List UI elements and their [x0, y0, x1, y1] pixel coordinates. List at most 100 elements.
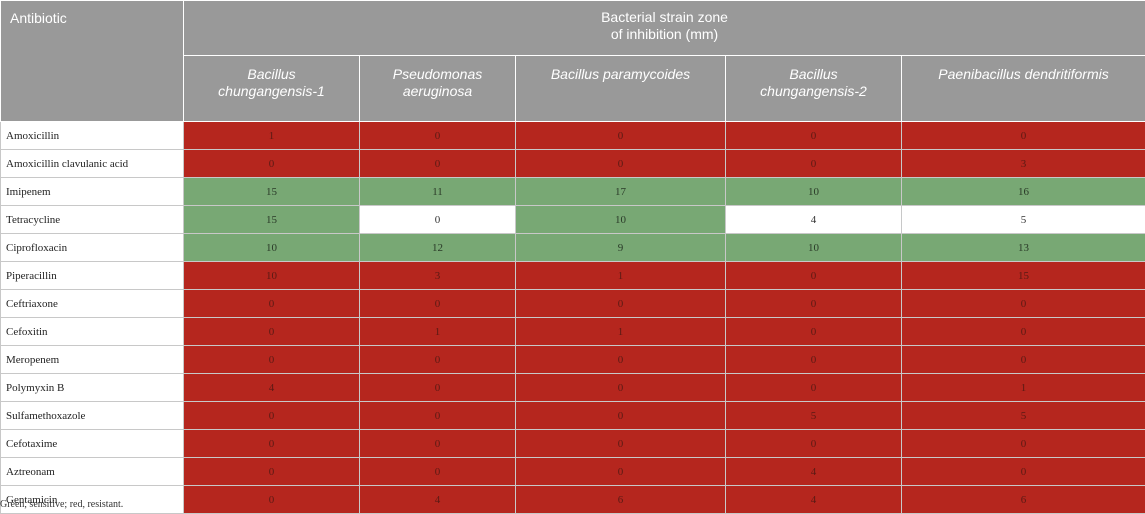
antibiotic-name: Ceftriaxone [1, 290, 184, 318]
zone-value-cell: 0 [184, 430, 360, 458]
zone-value-cell: 3 [902, 150, 1145, 178]
zone-value-cell: 0 [516, 430, 726, 458]
zone-value-cell: 6 [902, 486, 1145, 514]
zone-value-cell: 0 [360, 150, 516, 178]
zone-value-cell: 10 [184, 234, 360, 262]
antibiotic-name: Polymyxin B [1, 374, 184, 402]
zone-value-cell: 5 [902, 402, 1145, 430]
zone-value-cell: 1 [184, 122, 360, 150]
zone-value-cell: 0 [726, 318, 902, 346]
zone-value-cell: 1 [902, 374, 1145, 402]
zone-value-cell: 4 [726, 486, 902, 514]
strain-header: Bacillus paramycoides [516, 56, 726, 122]
antibiotic-name: Cefoxitin [1, 318, 184, 346]
zone-value-cell: 0 [902, 346, 1145, 374]
zone-value-cell: 0 [184, 290, 360, 318]
zone-value-cell: 0 [726, 430, 902, 458]
zone-value-cell: 15 [184, 206, 360, 234]
zone-value-cell: 1 [360, 318, 516, 346]
zone-value-cell: 0 [726, 290, 902, 318]
zone-value-cell: 5 [726, 402, 902, 430]
zone-value-cell: 0 [516, 374, 726, 402]
zone-value-cell: 4 [360, 486, 516, 514]
zone-value-cell: 12 [360, 234, 516, 262]
antibiotic-name: Imipenem [1, 178, 184, 206]
zone-value-cell: 10 [516, 206, 726, 234]
zone-value-cell: 0 [902, 290, 1145, 318]
zone-value-cell: 0 [184, 346, 360, 374]
zone-value-cell: 0 [516, 290, 726, 318]
zone-value-cell: 0 [516, 346, 726, 374]
strain-header: Bacillus chungangensis-1 [184, 56, 360, 122]
zone-value-cell: 1 [516, 262, 726, 290]
zone-value-cell: 13 [902, 234, 1145, 262]
zone-value-cell: 0 [360, 402, 516, 430]
zone-value-cell: 5 [902, 206, 1145, 234]
zone-value-cell: 0 [726, 150, 902, 178]
zone-value-cell: 17 [516, 178, 726, 206]
zone-value-cell: 0 [516, 150, 726, 178]
zone-value-cell: 0 [184, 402, 360, 430]
zone-value-cell: 6 [516, 486, 726, 514]
zone-value-cell: 0 [360, 430, 516, 458]
zone-value-cell: 3 [360, 262, 516, 290]
zone-value-cell: 0 [360, 374, 516, 402]
zone-value-cell: 0 [902, 122, 1145, 150]
zone-value-cell: 0 [184, 150, 360, 178]
zone-value-cell: 10 [726, 178, 902, 206]
zone-value-cell: 0 [184, 318, 360, 346]
antibiotic-name: Ciprofloxacin [1, 234, 184, 262]
strain-header: Paenibacillus dendritiformis [902, 56, 1145, 122]
zone-value-cell: 0 [516, 458, 726, 486]
zone-value-cell: 0 [726, 374, 902, 402]
zone-value-cell: 0 [726, 262, 902, 290]
zone-value-cell: 4 [726, 206, 902, 234]
zone-value-cell: 0 [360, 206, 516, 234]
zone-value-cell: 15 [902, 262, 1145, 290]
zone-value-cell: 4 [726, 458, 902, 486]
zone-value-cell: 0 [516, 402, 726, 430]
zone-value-cell: 0 [726, 122, 902, 150]
zone-value-cell: 10 [726, 234, 902, 262]
zone-value-cell: 0 [516, 122, 726, 150]
zone-value-cell: 11 [360, 178, 516, 206]
zone-value-cell: 0 [360, 346, 516, 374]
strain-header: Pseudomonas aeruginosa [360, 56, 516, 122]
zone-value-cell: 0 [902, 318, 1145, 346]
antibiotic-name: Amoxicillin [1, 122, 184, 150]
zone-value-cell: 0 [360, 458, 516, 486]
zone-value-cell: 0 [360, 290, 516, 318]
antibiotic-name: Amoxicillin clavulanic acid [1, 150, 184, 178]
antibiotic-name: Sulfamethoxazole [1, 402, 184, 430]
header-row-group: Antibiotic Bacterial strain zone of inhi… [1, 1, 1145, 56]
zone-value-cell: 1 [516, 318, 726, 346]
zone-value-cell: 0 [902, 430, 1145, 458]
zone-value-cell: 0 [726, 346, 902, 374]
zone-value-cell: 9 [516, 234, 726, 262]
antibiotic-column-header: Antibiotic [1, 1, 184, 122]
zone-value-cell: 15 [184, 178, 360, 206]
zone-value-cell: 10 [184, 262, 360, 290]
antibiotic-name: Tetracycline [1, 206, 184, 234]
antibiotic-name: Piperacillin [1, 262, 184, 290]
antibiotic-name: Meropenem [1, 346, 184, 374]
strain-header: Bacillus chungangensis-2 [726, 56, 902, 122]
zone-value-cell: 0 [184, 486, 360, 514]
zone-value-cell: 0 [902, 458, 1145, 486]
antibiotic-name: Aztreonam [1, 458, 184, 486]
